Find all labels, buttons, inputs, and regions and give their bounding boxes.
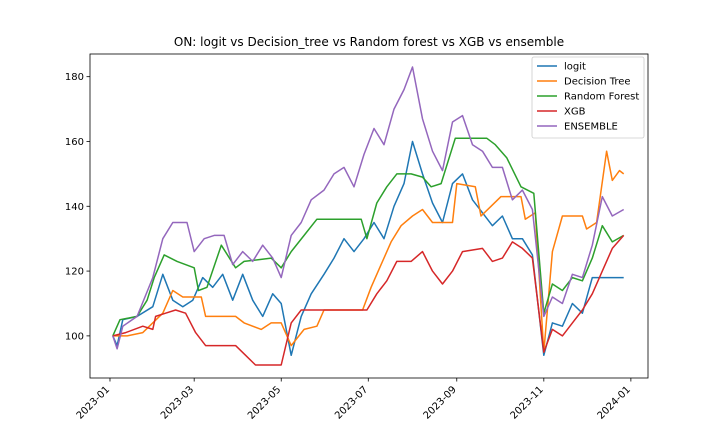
legend-box: [531, 56, 645, 139]
series-line-ensemble: [112, 66, 625, 350]
legend-label: Random Forest: [564, 92, 639, 103]
y-tick-label: 120: [65, 267, 84, 278]
y-tick-label: 180: [65, 72, 84, 83]
legend-label: logit: [564, 62, 586, 73]
y-tick-label: 160: [65, 137, 84, 148]
y-tick-label: 140: [65, 202, 84, 213]
y-tick-label: 100: [65, 331, 84, 342]
legend-label: ENSEMBLE: [564, 122, 618, 133]
series-line-decision-tree: [112, 150, 625, 353]
legend-label: XGB: [564, 107, 586, 118]
legend: logit Decision Tree Random Forest XGB ENSEMB…: [531, 56, 645, 139]
plot-frame: [89, 53, 649, 379]
series-line-random-forest: [112, 137, 625, 337]
series-layer: [112, 66, 625, 366]
chart-title: ON: logit vs Decision_tree vs Random for…: [174, 35, 564, 49]
legend-label: Decision Tree: [564, 77, 631, 88]
series-line-xgb: [112, 234, 625, 366]
